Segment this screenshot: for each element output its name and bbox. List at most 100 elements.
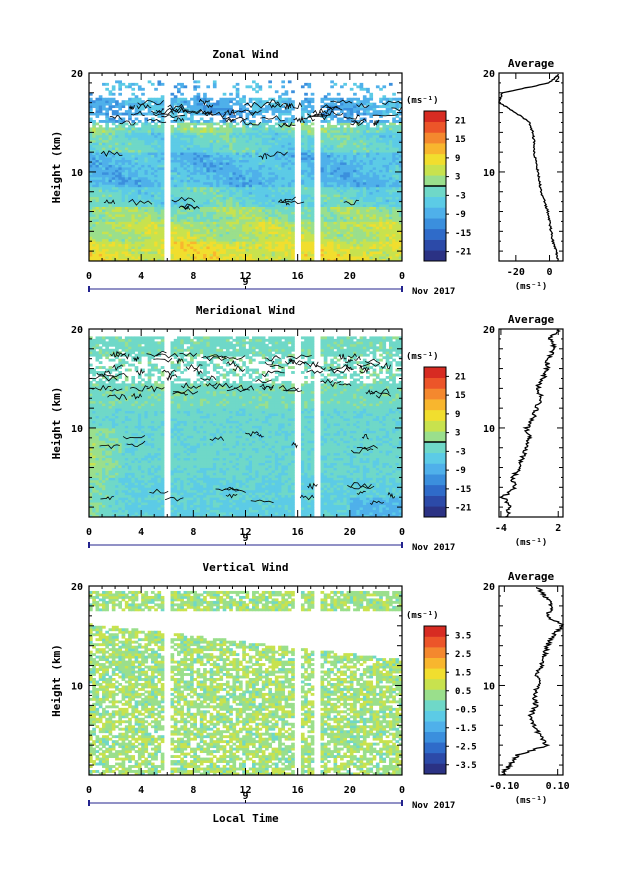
heatmap-cell bbox=[157, 204, 162, 207]
heatmap-cell bbox=[225, 221, 230, 225]
heatmap-cell bbox=[366, 167, 370, 170]
heatmap-cell bbox=[291, 171, 295, 175]
heatmap-cell bbox=[216, 122, 220, 126]
heatmap-cell bbox=[281, 258, 286, 262]
heatmap-cell bbox=[134, 159, 139, 163]
heatmap-cell bbox=[327, 122, 331, 126]
heatmap-cell bbox=[193, 162, 197, 165]
heatmap-cell bbox=[147, 174, 152, 178]
heatmap-cell bbox=[307, 127, 312, 131]
heatmap-cell bbox=[124, 186, 129, 190]
heatmap-cell bbox=[150, 189, 155, 193]
heatmap-cell bbox=[137, 248, 142, 252]
heatmap-cell bbox=[186, 189, 191, 193]
heatmap-cell bbox=[160, 191, 165, 195]
heatmap-cell bbox=[222, 256, 227, 259]
heatmap-cell bbox=[255, 196, 259, 200]
heatmap-cell bbox=[310, 194, 315, 198]
heatmap-cell bbox=[177, 258, 181, 262]
heatmap-cell bbox=[265, 154, 269, 158]
heatmap-cell bbox=[105, 122, 109, 126]
heatmap-cell bbox=[108, 189, 113, 193]
heatmap-cell bbox=[388, 142, 393, 146]
heatmap-cell bbox=[131, 238, 136, 242]
heatmap-cell bbox=[102, 253, 106, 257]
heatmap-cell bbox=[333, 171, 338, 175]
heatmap-cell bbox=[144, 238, 149, 242]
heatmap-cell bbox=[89, 147, 93, 151]
heatmap-cell bbox=[261, 233, 266, 237]
heatmap-cell bbox=[242, 171, 246, 175]
heatmap-cell bbox=[271, 169, 276, 173]
heatmap-cell bbox=[157, 184, 162, 188]
heatmap-cell bbox=[323, 238, 328, 242]
heatmap-cell bbox=[340, 206, 344, 210]
heatmap-cell bbox=[369, 144, 374, 148]
heatmap-cell bbox=[222, 246, 227, 250]
heatmap-cell bbox=[375, 209, 380, 212]
heatmap-cell bbox=[310, 251, 315, 254]
heatmap-cell bbox=[248, 167, 253, 170]
heatmap-cell bbox=[193, 214, 197, 217]
heatmap-cell bbox=[134, 157, 139, 160]
heatmap-cell bbox=[206, 218, 211, 222]
heatmap-cell bbox=[336, 139, 341, 143]
heatmap-cell bbox=[144, 206, 149, 210]
heatmap-cell bbox=[261, 162, 266, 165]
heatmap-cell bbox=[147, 243, 152, 247]
heatmap-cell bbox=[340, 191, 344, 195]
heatmap-cell bbox=[343, 211, 347, 215]
heatmap-cell bbox=[385, 223, 390, 227]
heatmap-cell bbox=[388, 221, 393, 225]
heatmap-cell bbox=[225, 214, 230, 217]
heatmap-cell bbox=[141, 209, 145, 212]
heatmap-cell bbox=[89, 189, 93, 193]
heatmap-cell bbox=[265, 194, 269, 198]
heatmap-cell bbox=[235, 164, 240, 168]
heatmap-cell bbox=[349, 169, 354, 173]
heatmap-cell bbox=[281, 174, 286, 178]
heatmap-cell bbox=[131, 226, 136, 230]
heatmap-cell bbox=[216, 194, 220, 198]
heatmap-cell bbox=[274, 152, 279, 156]
heatmap-cell bbox=[199, 129, 204, 133]
heatmap-cell bbox=[369, 162, 374, 165]
heatmap-cell bbox=[160, 149, 165, 153]
heatmap-cell bbox=[281, 206, 286, 210]
heatmap-cell bbox=[92, 159, 96, 163]
heatmap-cell bbox=[261, 152, 266, 156]
heatmap-cell bbox=[160, 248, 165, 252]
heatmap-cell bbox=[343, 171, 347, 175]
heatmap-cell bbox=[92, 132, 96, 136]
heatmap-cell bbox=[287, 189, 292, 193]
heatmap-cell bbox=[206, 152, 211, 156]
heatmap-cell bbox=[395, 127, 400, 131]
heatmap-cell bbox=[265, 132, 269, 136]
heatmap-cell bbox=[190, 164, 194, 168]
heatmap-cell bbox=[160, 181, 165, 185]
heatmap-cell bbox=[128, 142, 132, 146]
heatmap-cell bbox=[379, 201, 383, 205]
heatmap-cell bbox=[255, 176, 259, 180]
heatmap-cell bbox=[287, 226, 292, 230]
heatmap-cell bbox=[372, 181, 377, 185]
heatmap-cell bbox=[98, 226, 103, 230]
heatmap-cell bbox=[105, 147, 109, 151]
heatmap-cell bbox=[398, 171, 403, 175]
heatmap-cell bbox=[248, 221, 253, 225]
heatmap-cell bbox=[343, 243, 347, 247]
heatmap-cell bbox=[219, 134, 224, 138]
heatmap-cell bbox=[157, 127, 162, 131]
heatmap-cell bbox=[193, 129, 197, 133]
heatmap-cell bbox=[388, 181, 393, 185]
heatmap-cell bbox=[327, 228, 331, 232]
heatmap-cell bbox=[398, 139, 403, 143]
heatmap-cell bbox=[137, 157, 142, 160]
heatmap-cell bbox=[274, 216, 279, 220]
heatmap-cell bbox=[323, 169, 328, 173]
heatmap-cell bbox=[274, 132, 279, 136]
heatmap-cell bbox=[150, 159, 155, 163]
heatmap-cell bbox=[131, 221, 136, 225]
heatmap-cell bbox=[108, 218, 113, 222]
heatmap-cell bbox=[157, 152, 162, 156]
